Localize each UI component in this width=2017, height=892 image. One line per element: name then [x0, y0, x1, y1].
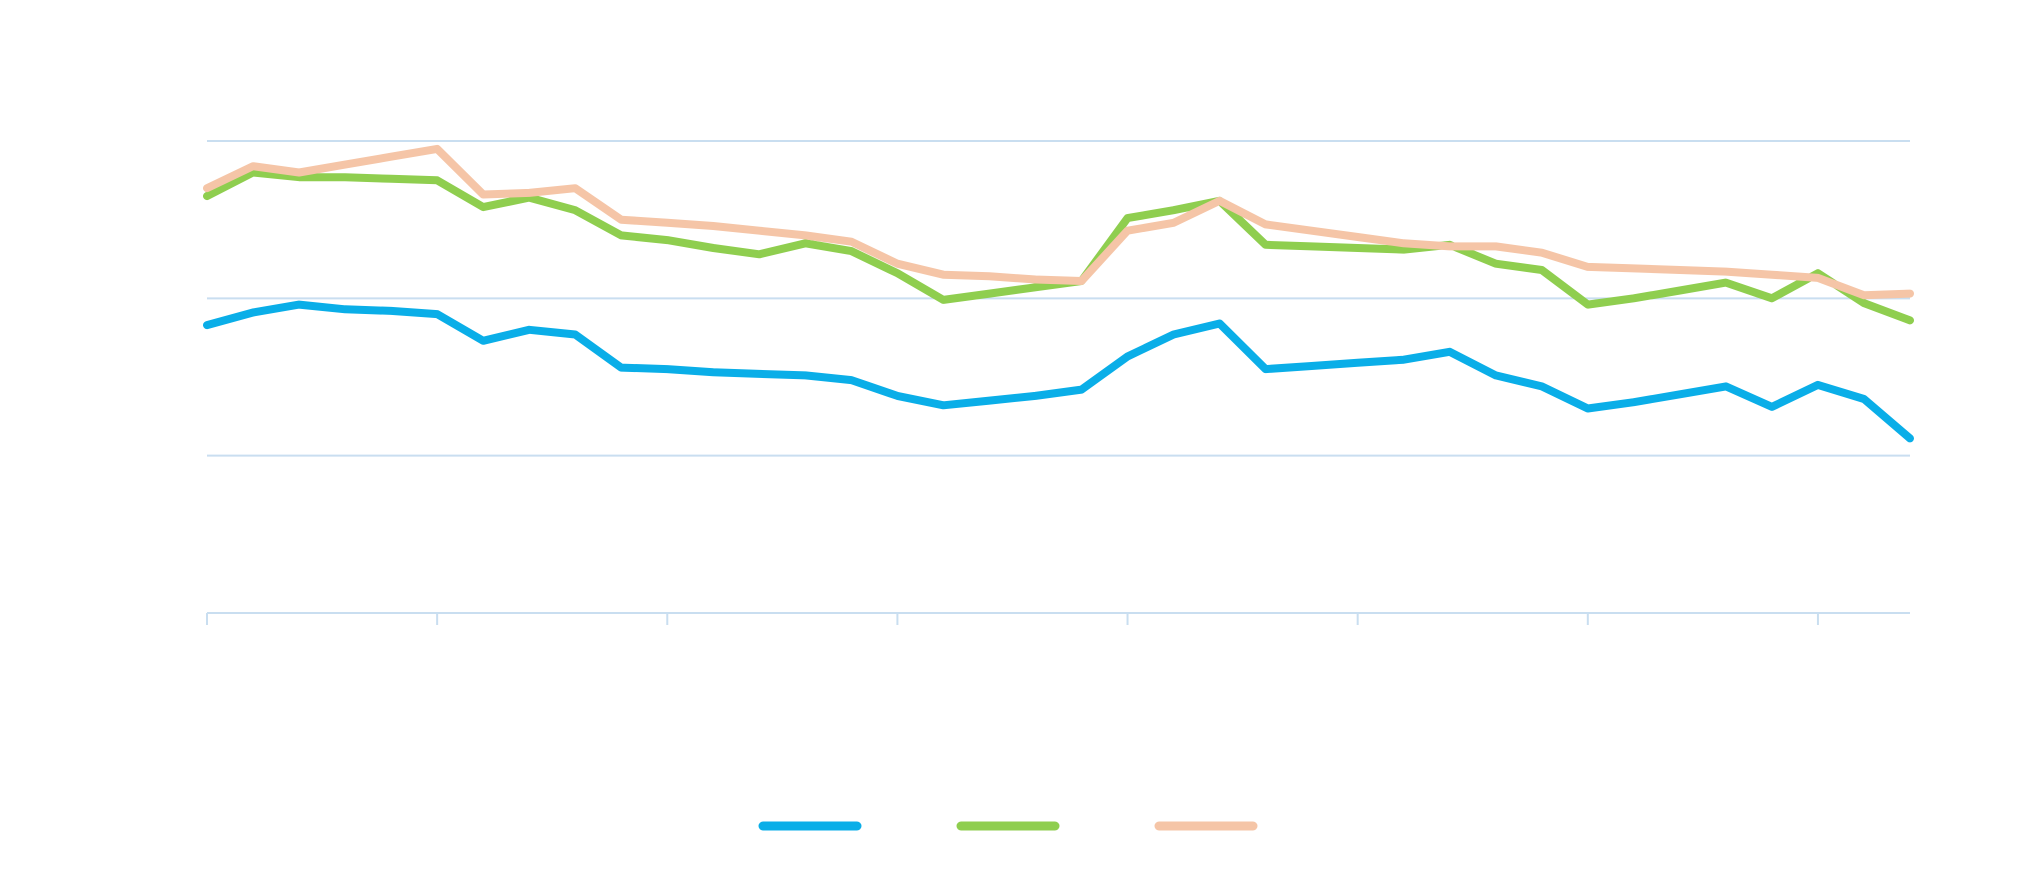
x-axis [206, 612, 1910, 625]
series-lines [203, 144, 1914, 443]
series-line-3 [203, 144, 1914, 300]
series-line-1 [203, 300, 1914, 443]
